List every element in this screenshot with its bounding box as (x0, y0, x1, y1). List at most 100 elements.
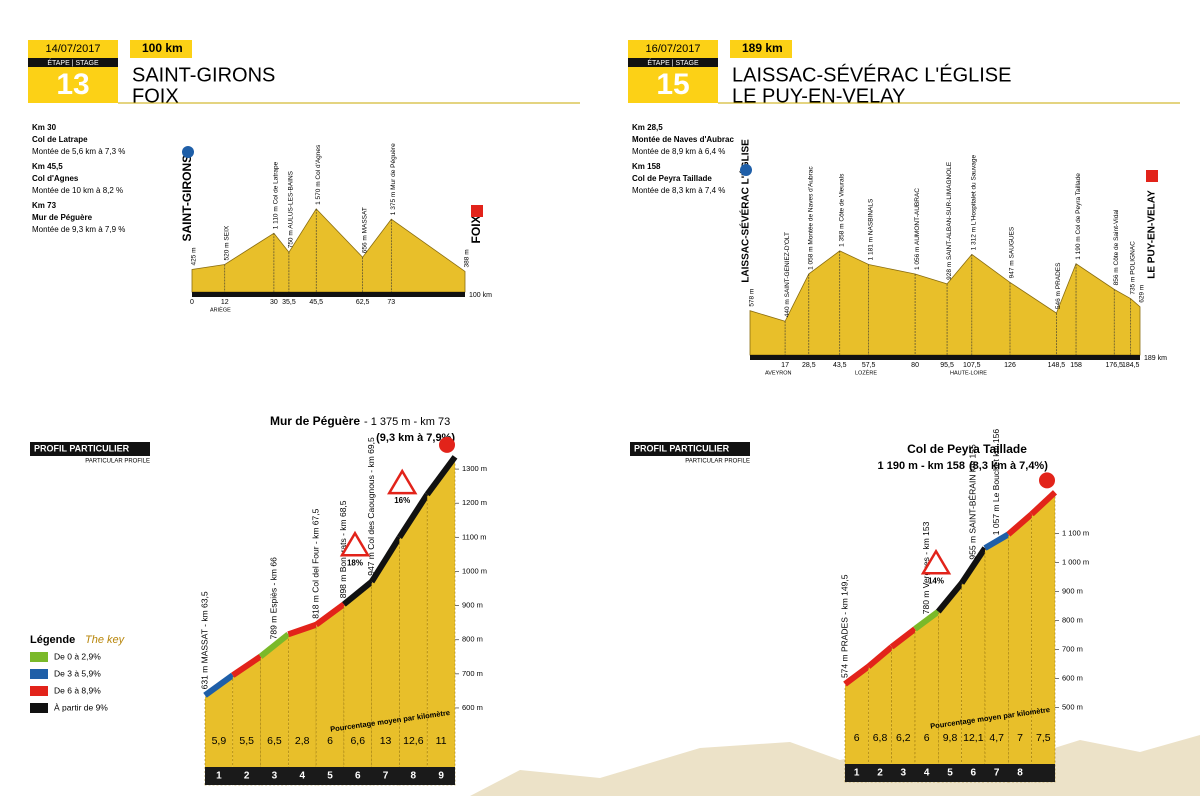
km-number: 1 (216, 771, 222, 782)
gradient-line (341, 579, 374, 607)
gradient-label: 5,9 (212, 735, 227, 747)
profile-finish-name: LE PUY-EN-VELAY (1147, 190, 1158, 279)
gradient-sign-label: 14% (928, 576, 944, 585)
gradient-line (936, 581, 964, 614)
profile-header: PROFIL PARTICULIER (34, 443, 130, 453)
region-label: HAUTE-LOIRE (950, 370, 987, 376)
region-label: AVEYRON (765, 370, 792, 376)
waypoint-label: 578 m (749, 289, 756, 307)
gradient-segment (426, 457, 456, 786)
legend-label: De 3 à 5,9% (54, 668, 101, 678)
background-hills (470, 735, 1200, 796)
km-number: 5 (947, 768, 953, 779)
profile-header-bar (630, 442, 750, 456)
y-tick-label: 1100 m (462, 532, 486, 541)
km-number: 9 (438, 771, 444, 782)
gradient-label: 9,8 (943, 732, 958, 744)
km-number: 1 (854, 768, 860, 779)
climb-km: Km 28,5 (632, 123, 663, 132)
elevation-area (191, 208, 466, 293)
km-number: 3 (901, 768, 907, 779)
elevation-area (749, 250, 1141, 356)
gradient-label: 11 (436, 735, 447, 747)
start-icon (740, 164, 752, 176)
km-tick-label: 57,5 (862, 362, 876, 369)
y-tick-label: 800 m (1062, 615, 1083, 624)
km-number: 8 (411, 771, 417, 782)
legend-label: À partir de 9% (54, 702, 108, 712)
km-tick-label: 62,5 (356, 299, 370, 306)
km-axis-bar (750, 355, 1140, 360)
waypoint-label: 546 m PRADES (1055, 262, 1062, 309)
stage-label: ÉTAPE | STAGE (647, 58, 699, 67)
stage-date: 14/07/2017 (45, 43, 100, 55)
gradient-label: 2,8 (295, 735, 310, 747)
gradient-line (1029, 490, 1058, 517)
gradient-line (843, 664, 871, 687)
gradient-segment (343, 583, 372, 786)
waypoint-label: 947 m Col des Caougnous - km 69,5 (366, 437, 376, 576)
km-number: 7 (383, 771, 389, 782)
legend-subtitle: The key (85, 634, 126, 646)
gradient-line (1006, 511, 1034, 537)
finish-icon (471, 205, 483, 217)
y-tick-label: 1000 m (462, 566, 487, 575)
climb-km: Km 73 (32, 201, 57, 210)
profile-start-name: LAISSAC-SÉVÉRAC L'ÉGLISE (739, 139, 752, 283)
start-icon (182, 146, 194, 158)
gradient-label: 12,1 (963, 732, 984, 744)
km-number: 2 (244, 771, 250, 782)
y-tick-label: 500 m (1062, 702, 1083, 711)
waypoint-label: 1 181 m NASBINALS (867, 198, 874, 260)
waypoint-label: 1 058 m Montée de Naves d'Aubrac (808, 166, 815, 270)
profile-summary: (9,3 km à 7,9%) (376, 432, 455, 444)
climb-detail: Montée de 8,9 km à 6,4 % (632, 147, 725, 156)
y-tick-label: 600 m (462, 703, 483, 712)
km-number: 4 (924, 768, 930, 779)
gradient-label: 7 (1017, 732, 1023, 744)
waypoint-label: 425 m (191, 247, 198, 265)
profile-summit: 1 190 m - km 158 (878, 460, 965, 472)
gradient-label: 6 (327, 735, 333, 747)
region-label: LOZÈRE (855, 369, 877, 376)
waypoint-label: 1 057 m Le Bouchet km 156 (991, 429, 1001, 536)
stage-finish: FOIX (132, 85, 179, 107)
waypoint-label: 1 570 m Col d'Agnes (315, 144, 322, 205)
km-number: 2 (877, 768, 883, 779)
climb-km: Km 158 (632, 162, 661, 171)
waypoint-label: 735 m POLIGNAC (1129, 241, 1136, 295)
gradient-segment (961, 549, 986, 783)
waypoint-label: 1 312 m L'Hospitalet du Sauvage (971, 154, 978, 250)
km-tick-label: 184,5 (1122, 362, 1140, 369)
profile-subheader: PARTICULAR PROFILE (85, 459, 150, 465)
km-tick-label: 0 (190, 299, 194, 306)
gradient-line (913, 609, 941, 632)
waypoint-label: 1 056 m AUMONT-AUBRAC (914, 188, 921, 270)
gradient-segment (914, 612, 939, 783)
km-tick-label: 148,5 (1048, 362, 1066, 369)
gradient-segment (232, 657, 261, 786)
waypoint-label: 1 375 m Mur de Péguère (390, 143, 397, 215)
y-tick-label: 800 m (462, 635, 483, 644)
km-number: 6 (355, 771, 361, 782)
gradient-label: 6,8 (873, 732, 888, 744)
stage-number-box (628, 67, 718, 103)
km-axis-bar (192, 292, 465, 297)
profile-finish-name: FOIX (469, 215, 483, 243)
legend-title: Légende (30, 634, 75, 646)
waypoint-label: 750 m AULUS-LES-BAINS (288, 170, 295, 248)
waypoint-label: 388 m (464, 249, 471, 267)
gradient-segment (938, 584, 962, 783)
km-tick-label: 17 (781, 362, 789, 369)
gradient-label: 12,6 (403, 735, 424, 747)
km-tick-label: 30 (270, 299, 278, 306)
waypoint-label: 818 m Col del Four - km 67,5 (310, 508, 320, 618)
gradient-label: 7,5 (1036, 732, 1051, 744)
climb-detail: Montée de 10 km à 8,2 % (32, 186, 123, 195)
gradient-label: 5,5 (239, 735, 254, 747)
km-number: 8 (1017, 768, 1023, 779)
stage-number: 13 (56, 68, 89, 101)
waypoint-label: 1 110 m Col de Latrape (273, 161, 280, 229)
